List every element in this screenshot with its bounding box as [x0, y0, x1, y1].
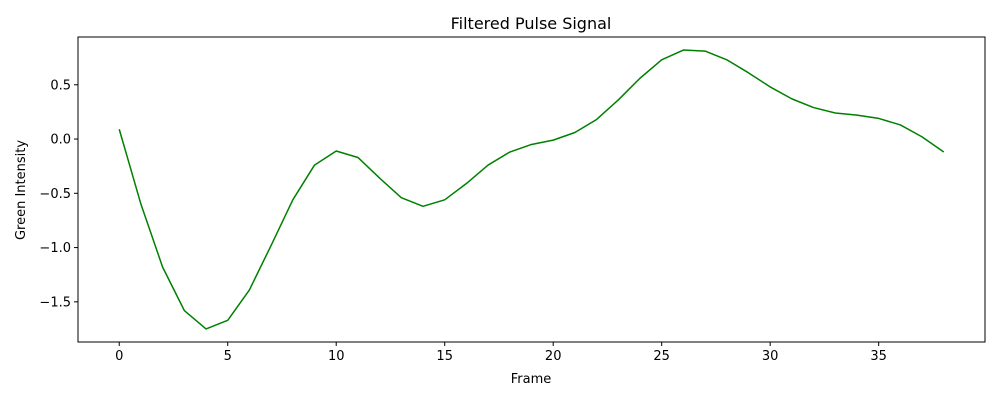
- y-tick-label: 0.5: [50, 78, 71, 93]
- x-axis: 0 5 10 15 20 25 30 35: [115, 342, 887, 364]
- x-axis-label: Frame: [511, 372, 552, 387]
- x-tick-label: 25: [653, 349, 670, 364]
- series-line: [118, 49, 945, 330]
- x-tick-label: 10: [328, 349, 345, 364]
- x-tick-label: 0: [115, 349, 123, 364]
- x-tick-label: 5: [224, 349, 232, 364]
- y-tick-label: 0.0: [50, 133, 71, 148]
- plot-area: [118, 49, 945, 330]
- y-tick-label: −0.5: [39, 187, 71, 202]
- plot-frame: [77, 36, 986, 343]
- x-tick-label: 35: [870, 349, 887, 364]
- x-tick-label: 30: [762, 349, 779, 364]
- y-axis: −1.5 −1.0 −0.5 0.0 0.5: [39, 78, 78, 310]
- y-tick-label: −1.5: [39, 295, 71, 310]
- x-tick-label: 20: [545, 349, 562, 364]
- chart-title: Filtered Pulse Signal: [451, 14, 612, 33]
- y-axis-label: Green Intensity: [14, 140, 29, 240]
- x-tick-label: 15: [436, 349, 453, 364]
- y-tick-label: −1.0: [39, 241, 71, 256]
